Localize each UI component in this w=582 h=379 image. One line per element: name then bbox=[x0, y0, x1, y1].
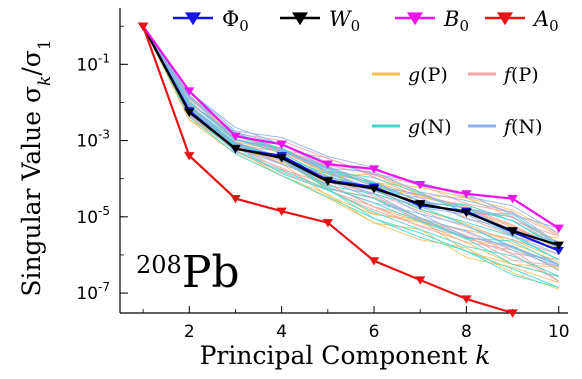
series-point bbox=[553, 246, 564, 256]
legend-entry-1: Φ0 bbox=[173, 7, 249, 35]
legend-entry-2: W0 bbox=[280, 7, 360, 35]
band-line bbox=[142, 25, 560, 234]
series-point bbox=[322, 177, 334, 187]
series-point bbox=[461, 295, 472, 304]
legend-band-label: f(P) bbox=[502, 64, 539, 86]
series-point bbox=[184, 87, 195, 96]
series-point bbox=[507, 194, 518, 204]
band-line bbox=[142, 25, 559, 229]
series-point bbox=[276, 207, 287, 216]
y-tick-label: 10-5 bbox=[76, 204, 110, 228]
band-line bbox=[142, 25, 560, 247]
series-point bbox=[461, 208, 472, 218]
series-point bbox=[230, 194, 241, 204]
series-point bbox=[461, 190, 472, 199]
series-point bbox=[184, 108, 195, 118]
band-line bbox=[142, 25, 559, 288]
x-axis-title: Principal Component k bbox=[200, 341, 491, 370]
series-point bbox=[276, 140, 287, 149]
band-line bbox=[142, 25, 559, 284]
band-line bbox=[142, 25, 560, 250]
legend-band-entry-1: g(P) bbox=[372, 64, 448, 86]
legend-label: B0 bbox=[443, 7, 469, 35]
series-line bbox=[142, 25, 560, 230]
band-line bbox=[142, 25, 560, 261]
series-point bbox=[368, 165, 380, 174]
legend-band-label: g(N) bbox=[408, 116, 452, 138]
series-point bbox=[507, 227, 518, 236]
axes bbox=[119, 8, 568, 314]
band-line bbox=[142, 25, 560, 245]
band-line bbox=[142, 25, 559, 268]
series-point bbox=[553, 241, 564, 250]
series-point bbox=[230, 132, 241, 141]
series-line bbox=[142, 25, 560, 247]
series-point bbox=[322, 160, 334, 169]
series-line bbox=[142, 25, 560, 252]
band-line bbox=[142, 25, 560, 266]
band-line bbox=[142, 25, 559, 266]
legend-marker bbox=[185, 12, 201, 26]
series-point bbox=[553, 224, 564, 233]
legend-band-label: g(P) bbox=[408, 64, 448, 86]
legend-entry-3: B0 bbox=[395, 7, 469, 35]
series-point bbox=[184, 152, 195, 161]
series-point bbox=[368, 257, 380, 266]
ticks: 2 4 6 8 10 10-1 10-3 10-5 10-7 bbox=[76, 25, 570, 342]
band-4 bbox=[142, 25, 560, 271]
legend-marker bbox=[407, 12, 423, 26]
band-line bbox=[142, 25, 559, 243]
series-point bbox=[507, 309, 518, 318]
band-line bbox=[142, 25, 559, 288]
series-point bbox=[137, 22, 149, 31]
band-line bbox=[142, 25, 559, 268]
series-point bbox=[415, 180, 426, 190]
band-line bbox=[142, 25, 560, 271]
legend-marker bbox=[292, 12, 308, 26]
series-4 bbox=[137, 22, 518, 318]
nucleus-label: 208Pb bbox=[136, 247, 240, 298]
legend-band-entry-2: f(P) bbox=[468, 64, 539, 86]
legend-label: A0 bbox=[532, 7, 559, 35]
series-point bbox=[230, 144, 241, 154]
y-tick-label: 10-7 bbox=[76, 280, 110, 304]
legend-label: Φ0 bbox=[222, 7, 249, 35]
x-tick-label: 6 bbox=[369, 322, 380, 342]
legend-band-entry-3: g(N) bbox=[372, 116, 452, 138]
x-tick-label: 8 bbox=[461, 322, 472, 342]
series-point bbox=[415, 276, 426, 285]
band-line bbox=[142, 25, 560, 282]
x-tick-label: 2 bbox=[184, 322, 195, 342]
band-lines-layer bbox=[142, 25, 560, 290]
legend-entry-4: A0 bbox=[485, 7, 559, 35]
y-tick-label: 10-3 bbox=[76, 128, 110, 152]
legend-marker bbox=[497, 12, 513, 26]
series-lines-layer bbox=[137, 22, 564, 318]
legend-label: W0 bbox=[329, 7, 360, 35]
legend-band-entry-4: f(N) bbox=[468, 116, 543, 138]
band-line bbox=[142, 25, 560, 270]
y-axis-title: Singular Value σk/σ1 bbox=[17, 39, 55, 296]
series-point bbox=[415, 200, 426, 209]
band-line bbox=[142, 25, 560, 245]
band-line bbox=[142, 25, 560, 252]
series-point bbox=[322, 219, 334, 228]
series-point bbox=[276, 154, 287, 163]
legend: Φ0 W0 B0 A0 g(P) f(P) g(N) f(N) bbox=[173, 7, 559, 138]
y-tick-label: 10-1 bbox=[76, 51, 110, 75]
x-tick-label: 4 bbox=[276, 322, 287, 342]
legend-band-label: f(N) bbox=[502, 116, 543, 138]
series-point bbox=[368, 184, 380, 194]
x-tick-label: 10 bbox=[548, 322, 570, 342]
